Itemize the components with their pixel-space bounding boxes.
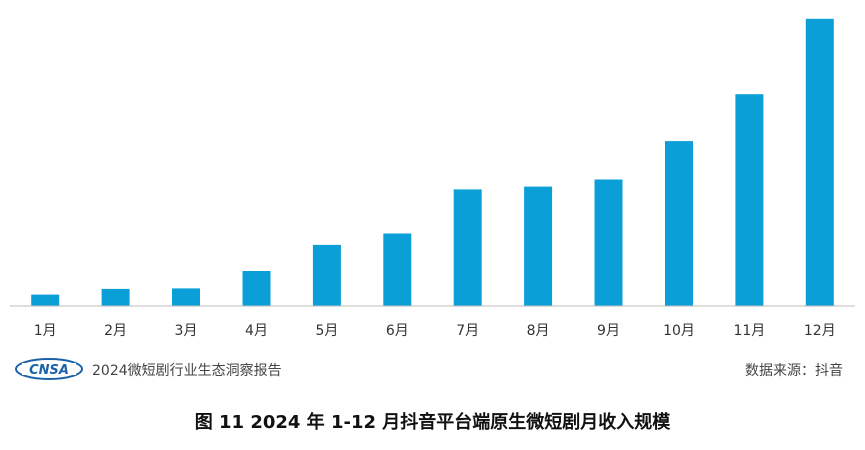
bar-9 bbox=[594, 179, 623, 306]
bar-11 bbox=[735, 94, 764, 306]
report-name: 2024微短剧行业生态洞察报告 bbox=[92, 363, 282, 379]
x-tick-label-2: 2月 bbox=[104, 323, 127, 339]
bar-8 bbox=[524, 186, 553, 306]
figure-caption: 图 11 2024 年 1-12 月抖音平台端原生微短剧月收入规模 bbox=[194, 412, 671, 433]
x-tick-label-9: 9月 bbox=[597, 323, 620, 339]
cnsa-logo: CNSA bbox=[15, 358, 83, 380]
data-source: 数据来源：抖音 bbox=[745, 363, 843, 379]
x-tick-label-1: 1月 bbox=[34, 323, 57, 339]
logo-text: CNSA bbox=[29, 363, 69, 378]
bar-6 bbox=[383, 233, 412, 306]
bar-3 bbox=[172, 288, 200, 306]
bar-4 bbox=[242, 271, 271, 306]
x-tick-labels: 1月 2月 3月 4月 5月 6月 7月 8月 9月 10月 11月 12月 bbox=[34, 323, 836, 339]
bar-12 bbox=[805, 18, 834, 307]
x-tick-label-10: 10月 bbox=[663, 323, 695, 339]
x-tick-label-11: 11月 bbox=[733, 323, 765, 339]
x-tick-label-3: 3月 bbox=[175, 323, 198, 339]
bar-10 bbox=[665, 141, 693, 306]
x-tick-label-6: 6月 bbox=[386, 323, 409, 339]
bar-2 bbox=[101, 288, 130, 306]
x-tick-label-4: 4月 bbox=[245, 323, 268, 339]
source-row: CNSA 2024微短剧行业生态洞察报告 数据来源：抖音 bbox=[0, 355, 865, 385]
bar-1 bbox=[31, 294, 60, 306]
x-tick-label-7: 7月 bbox=[456, 323, 479, 339]
bar-7 bbox=[453, 189, 482, 306]
bar-chart: 1月 2月 3月 4月 5月 6月 7月 8月 9月 10月 11月 12月 bbox=[10, 18, 855, 339]
x-tick-label-5: 5月 bbox=[315, 323, 338, 339]
x-tick-label-12: 12月 bbox=[804, 323, 836, 339]
bar-5 bbox=[312, 244, 341, 306]
x-tick-label-8: 8月 bbox=[527, 323, 550, 339]
bar-group bbox=[31, 18, 834, 307]
